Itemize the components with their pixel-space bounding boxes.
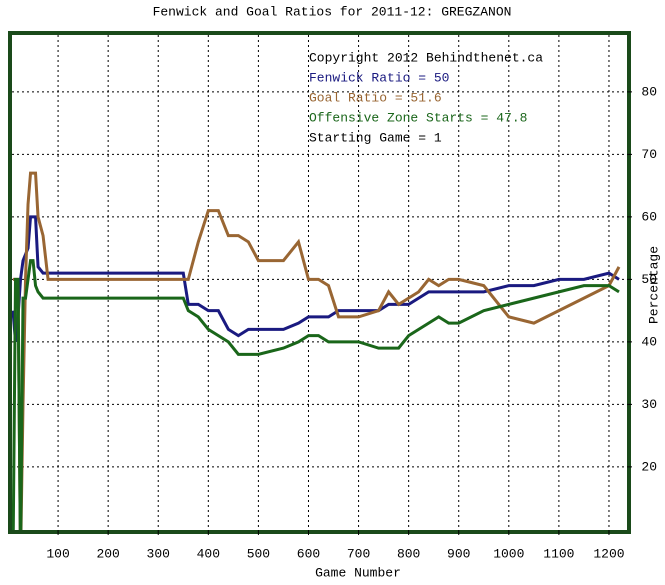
x-axis-label: Game Number [315, 565, 401, 580]
x-tick-label: 500 [247, 546, 270, 561]
x-tick-label: 900 [447, 546, 470, 561]
x-tick-label: 200 [96, 546, 119, 561]
series-line [12, 215, 620, 343]
y-tick-label: 50 [641, 272, 657, 287]
y-tick-label: 60 [641, 209, 657, 224]
plot-frame [8, 31, 631, 534]
y-axis-label: Percentage [646, 246, 661, 324]
legend-entry: Offensive Zone Starts = 47.8 [309, 110, 527, 125]
legend-entry: Goal Ratio = 51.6 [309, 90, 442, 105]
y-tick-label: 40 [641, 334, 657, 349]
y-tick-label: 70 [641, 147, 657, 162]
x-tick-label: 400 [197, 546, 220, 561]
chart-title: Fenwick and Goal Ratios for 2011-12: GRE… [153, 4, 512, 19]
series-line [13, 171, 621, 530]
x-tick-label: 1200 [593, 546, 624, 561]
x-tick-label: 800 [397, 546, 420, 561]
legend-entry: Fenwick Ratio = 50 [309, 70, 449, 85]
x-tick-label: 100 [46, 546, 69, 561]
y-tick-label: 30 [641, 397, 657, 412]
annotation: Copyright 2012 Behindthenet.ca [309, 50, 543, 65]
x-tick-label: 1000 [493, 546, 524, 561]
series-line [12, 259, 620, 530]
plot-lines [12, 171, 621, 530]
x-tick-label: 700 [347, 546, 370, 561]
x-tick-label: 1100 [543, 546, 574, 561]
x-tick-label: 600 [297, 546, 320, 561]
annotation: Starting Game = 1 [309, 130, 442, 145]
x-tick-label: 300 [147, 546, 170, 561]
y-tick-label: 20 [641, 459, 657, 474]
y-tick-label: 80 [641, 84, 657, 99]
